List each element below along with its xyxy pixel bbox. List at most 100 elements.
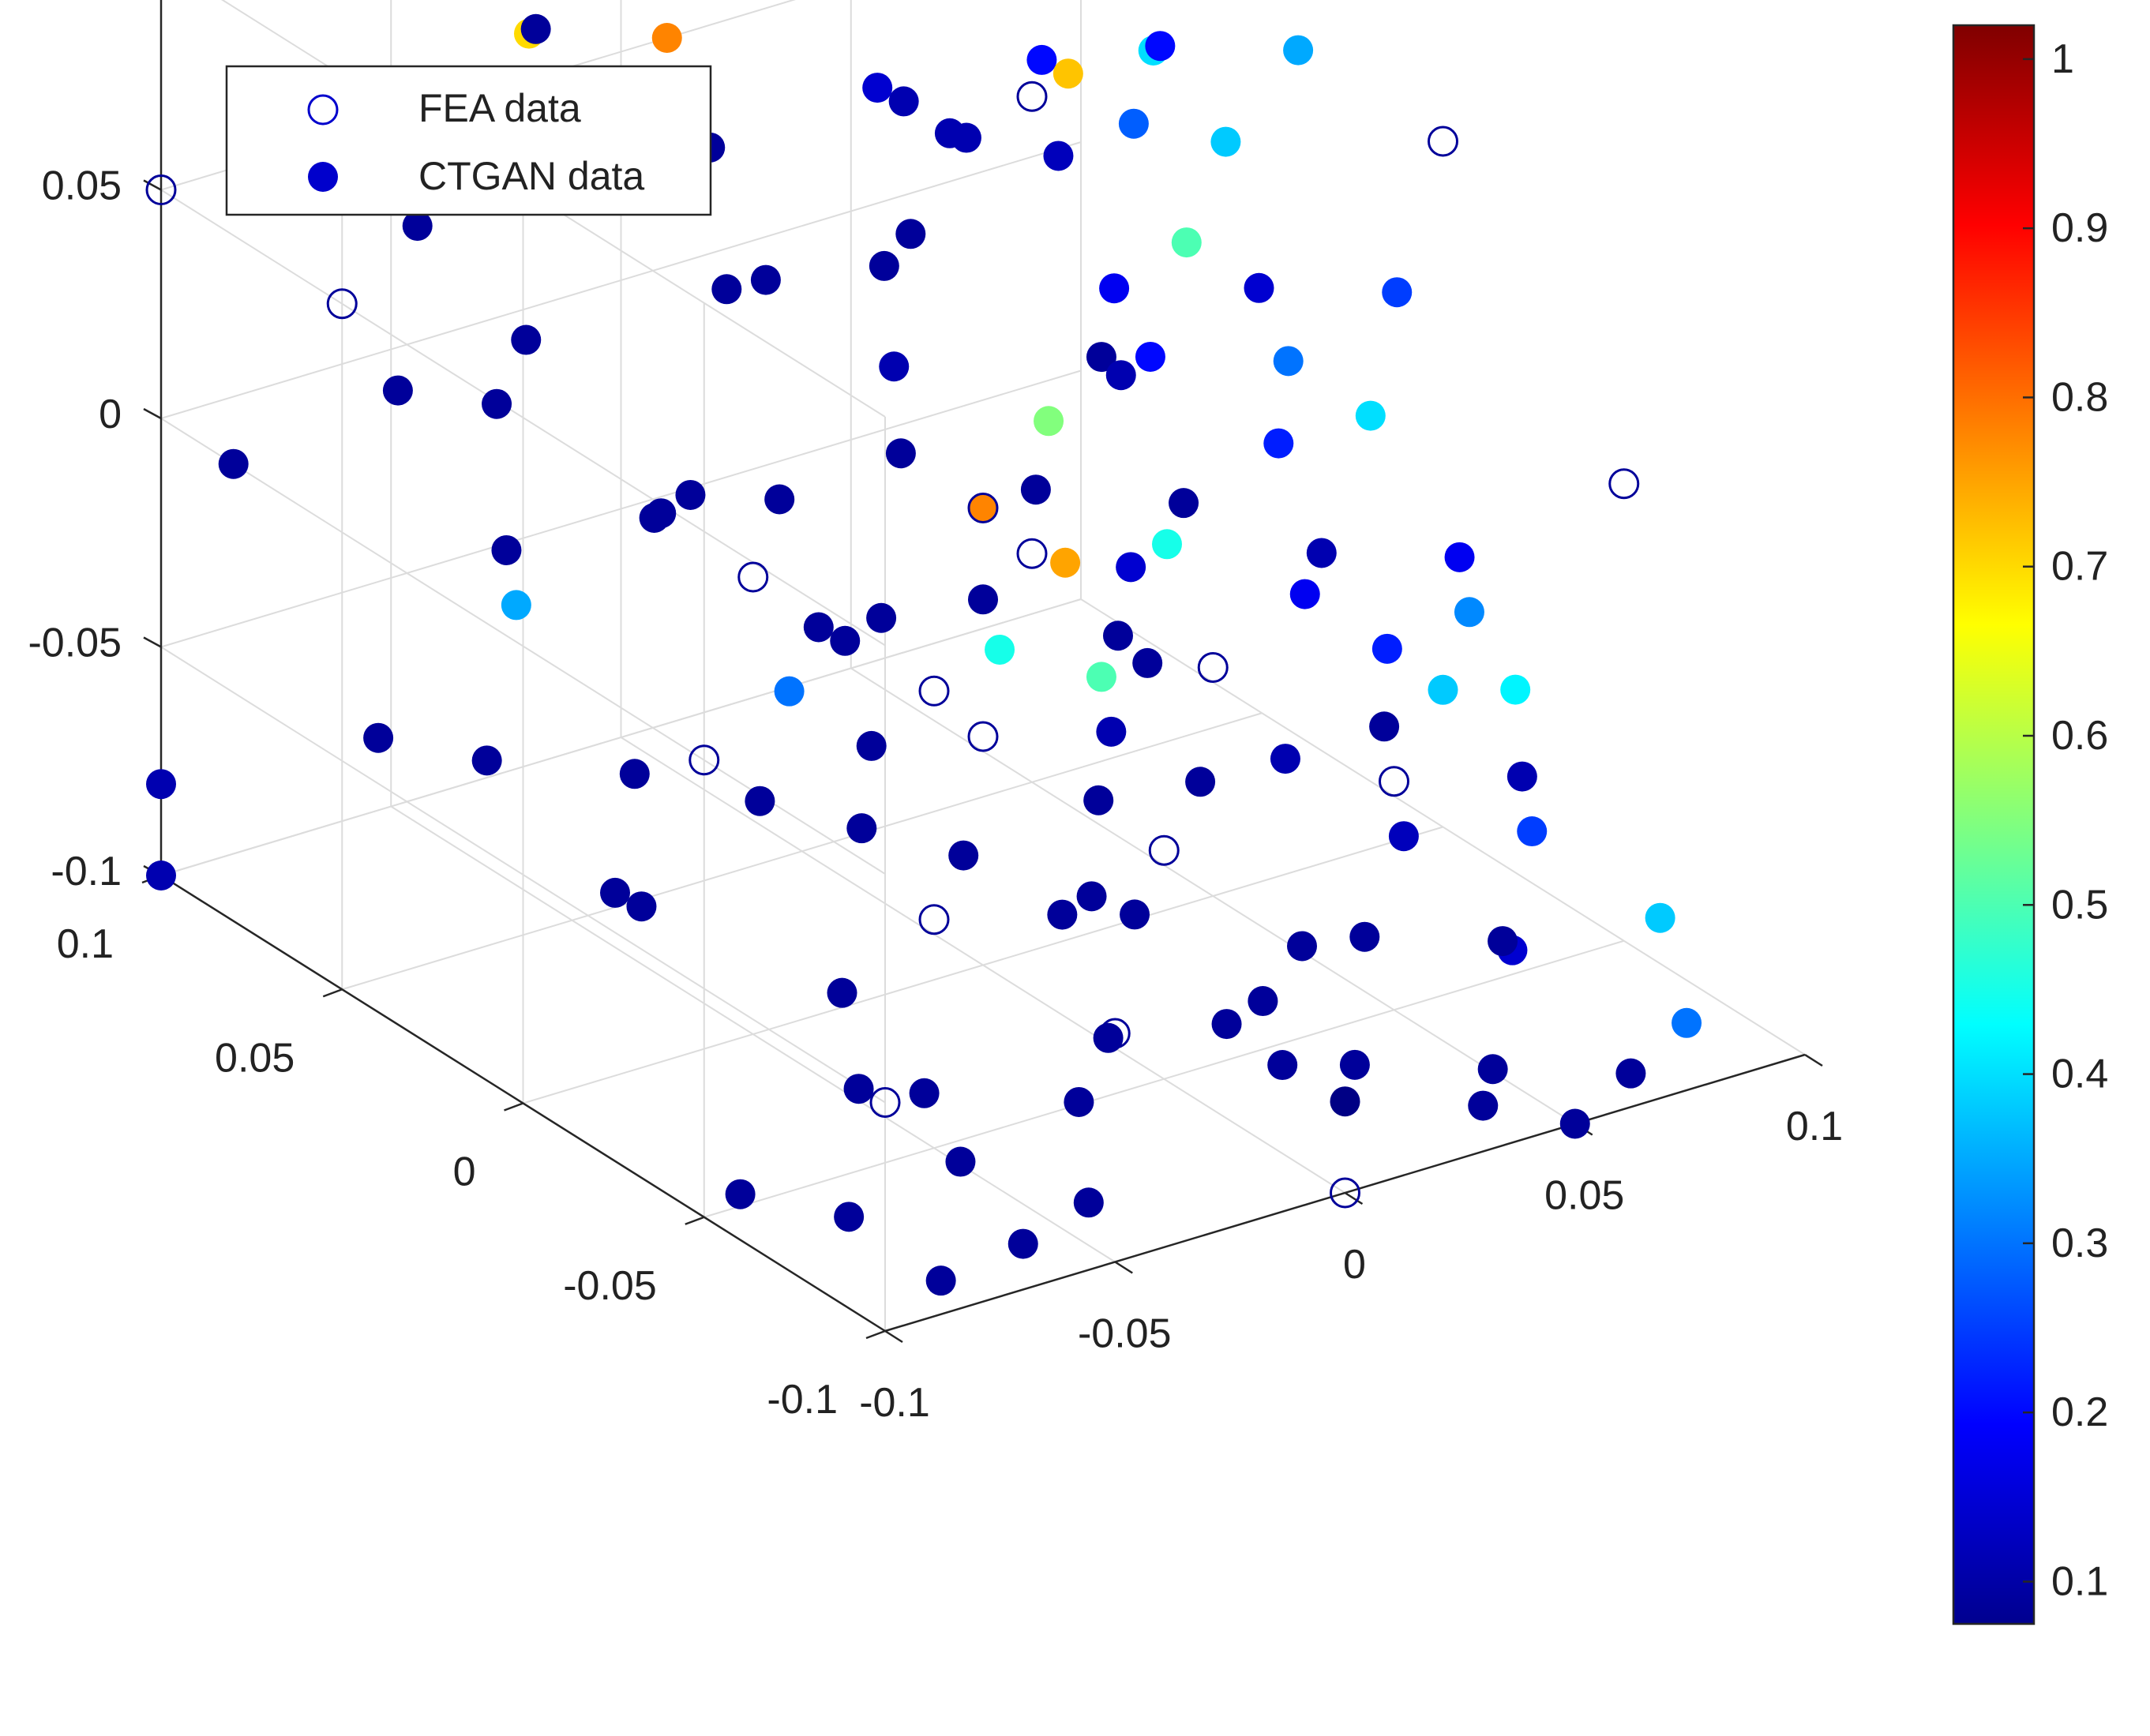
ctgan-data-point [1118, 108, 1149, 139]
ctgan-data-point [1263, 428, 1294, 459]
ctgan-data-point [948, 840, 979, 871]
ctgan-data-point [843, 1074, 874, 1104]
ctgan-data-point [951, 122, 981, 153]
ctgan-data-point [1382, 277, 1413, 308]
ctgan-data-point [1517, 816, 1548, 847]
ctgan-data-point [1287, 931, 1317, 962]
colorbar-tick-label: 1 [2051, 36, 2074, 82]
ctgan-data-point [1103, 621, 1133, 651]
ctgan-data-point [1093, 1022, 1124, 1053]
ctgan-data-point [909, 1078, 940, 1108]
ctgan-data-point [1050, 547, 1081, 578]
x-tick-label: 0 [1343, 1242, 1366, 1288]
ctgan-data-point [1047, 899, 1078, 930]
ctgan-data-point [1185, 767, 1216, 797]
ctgan-data-point [511, 324, 542, 355]
legend-marker-filled [308, 162, 338, 192]
ctgan-data-point [1120, 899, 1150, 930]
ctgan-data-point [1169, 488, 1199, 519]
grid-line [160, 598, 1082, 876]
ctgan-data-point [1273, 346, 1304, 377]
x-tick-mark [884, 1329, 903, 1344]
ctgan-data-point [1083, 785, 1114, 816]
ctgan-data-point [1500, 674, 1531, 705]
ctgan-data-point [1026, 44, 1057, 75]
ctgan-data-point [491, 534, 522, 565]
ctgan-data-point [1369, 711, 1400, 742]
ctgan-data-point [1135, 341, 1165, 372]
ctgan-data-point [945, 1146, 976, 1177]
y-tick-mark [865, 1329, 886, 1340]
z-tick-mark [143, 636, 162, 648]
fea-data-point [1608, 468, 1640, 500]
grid-line [341, 712, 1263, 991]
ctgan-data-point [846, 813, 877, 844]
fea-data-point [145, 174, 177, 205]
ctgan-data-point [146, 769, 176, 800]
ctgan-data-point [1270, 744, 1300, 774]
ctgan-data-point [764, 484, 795, 515]
y-tick-mark [322, 988, 343, 998]
legend-marker-open [307, 94, 339, 126]
fea-data-point [326, 288, 358, 320]
data-points [145, 13, 1702, 1296]
ctgan-data-point [1507, 761, 1537, 792]
ctgan-data-point [1477, 1054, 1508, 1085]
ctgan-data-point [471, 745, 502, 776]
fea-data-point [1197, 652, 1229, 683]
fea-data-point [967, 493, 999, 523]
ctgan-data-point [482, 388, 512, 419]
ctgan-data-point [382, 375, 413, 406]
z-tick-label: 0 [99, 392, 122, 437]
ctgan-data-point [1488, 926, 1518, 957]
ctgan-data-point [218, 448, 249, 479]
ctgan-data-point [1428, 674, 1458, 705]
colorbar-gradient [1952, 24, 2036, 1625]
ctgan-data-point [1454, 597, 1484, 628]
z-tick-label: 0.05 [42, 163, 122, 209]
z-tick-label: -0.05 [28, 621, 122, 666]
ctgan-data-point [1073, 1187, 1104, 1218]
fea-data-point [1099, 1018, 1131, 1049]
ctgan-data-point [1211, 1009, 1242, 1040]
ctgan-data-point [1468, 1090, 1499, 1121]
ctgan-data-point [402, 211, 433, 242]
x-tick-mark [1804, 1053, 1823, 1067]
fea-data-point [918, 675, 950, 707]
ctgan-data-point [619, 759, 650, 789]
x-tick-mark [1114, 1261, 1133, 1274]
colorbar-tick-label: 0.8 [2051, 374, 2108, 420]
ctgan-data-point [1349, 921, 1380, 952]
grid-line [160, 141, 1082, 419]
ctgan-data-point [1076, 881, 1107, 912]
ctgan-data-point [1145, 31, 1176, 62]
ctgan-data-point [501, 590, 531, 621]
ctgan-data-point [1171, 227, 1202, 258]
ctgan-data-point [1096, 716, 1127, 747]
ctgan-data-point [1672, 1007, 1702, 1038]
tick-labels: -0.1 -0.05 0 0.05 0.1 -0.1 -0.05 0 0.05 0.1 -0.1 -0… [28, 163, 1843, 1427]
y-tick-label: 0.1 [57, 921, 114, 967]
x-tick-label: 0.1 [1786, 1104, 1843, 1149]
colorbar-tick-label: 0.5 [2051, 882, 2108, 928]
y-tick-label: 0 [453, 1149, 476, 1195]
ctgan-data-point [1645, 902, 1675, 933]
ctgan-data-point [827, 977, 857, 1008]
colorbar-tick-label: 0.6 [2051, 713, 2108, 759]
ctgan-data-point [363, 722, 394, 753]
ctgan-data-point [1248, 986, 1278, 1017]
ctgan-data-point [1267, 1050, 1298, 1081]
ctgan-data-point [1355, 400, 1386, 431]
ctgan-data-point [711, 274, 742, 305]
ctgan-data-point [1043, 141, 1074, 171]
legend-box [225, 65, 712, 216]
ctgan-data-point [925, 1265, 956, 1296]
ctgan-data-point [520, 13, 551, 44]
ctgan-data-point [856, 730, 887, 761]
ctgan-data-point [146, 861, 176, 890]
ctgan-data-point [1615, 1058, 1646, 1089]
x-tick-label: -0.05 [1078, 1311, 1172, 1357]
ctgan-data-point [745, 786, 775, 816]
ctgan-data-point [888, 86, 919, 117]
